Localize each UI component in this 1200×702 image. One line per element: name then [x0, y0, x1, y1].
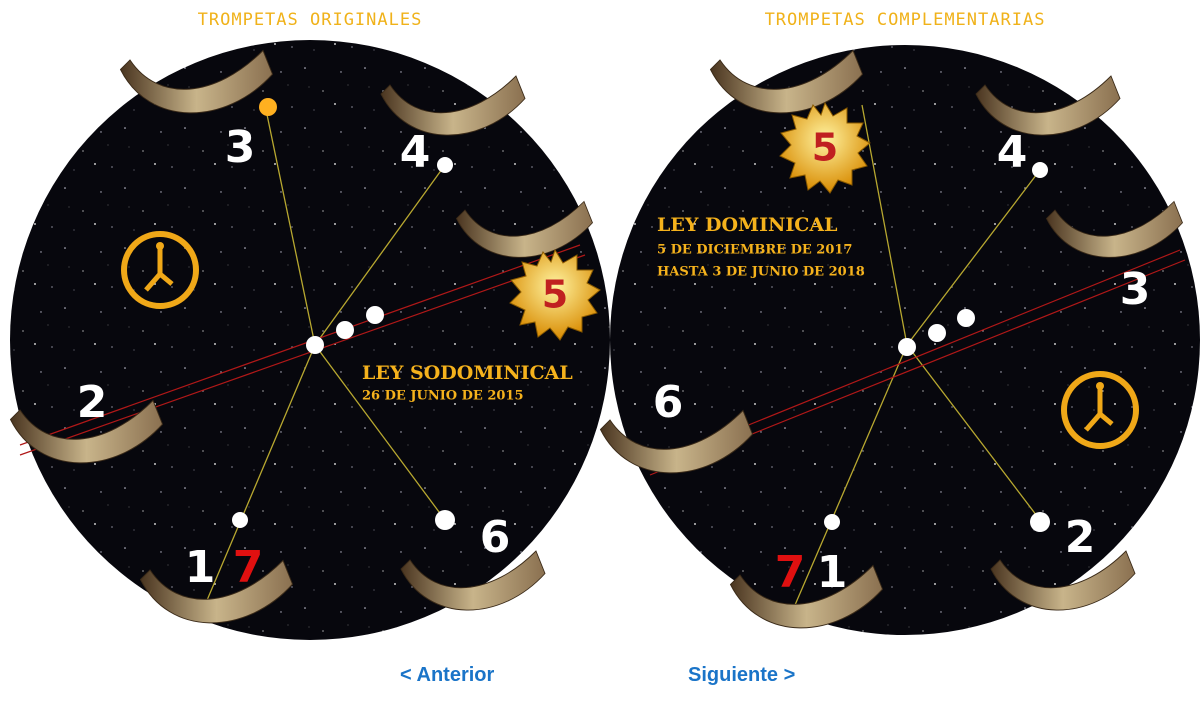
- trumpet-number: 5: [542, 273, 568, 317]
- trumpet-number: 3: [225, 122, 256, 173]
- trumpet-number: 1: [817, 547, 848, 598]
- illustration: TROMPETAS ORIGINALES 1 7 2 3 4 5 6 LEY S…: [0, 0, 1200, 650]
- right-panel: TROMPETAS COMPLEMENTARIAS 7 1 6 5 4 3 2 …: [601, 10, 1200, 635]
- law-date: 5 DE DICIEMBRE DE 2017: [657, 243, 852, 258]
- next-link[interactable]: Siguiente >: [688, 664, 795, 687]
- trumpet-number: 3: [1120, 264, 1151, 315]
- left-panel: TROMPETAS ORIGINALES 1 7 2 3 4 5 6 LEY S…: [10, 10, 610, 640]
- law-title: LEY DOMINICAL: [657, 214, 837, 236]
- law-date: HASTA 3 DE JUNIO DE 2018: [657, 265, 865, 280]
- law-title: LEY SODOMINICAL: [362, 362, 573, 384]
- trumpet-number: 2: [1065, 512, 1096, 563]
- trumpet-number: 7: [233, 542, 264, 593]
- trumpet-number: 6: [653, 377, 684, 428]
- panel-title: TROMPETAS ORIGINALES: [198, 10, 423, 30]
- law-date: 26 DE JUNIO DE 2015: [362, 389, 524, 404]
- page: TROMPETAS ORIGINALES 1 7 2 3 4 5 6 LEY S…: [0, 0, 1200, 702]
- trumpet-number: 4: [400, 127, 431, 178]
- prev-link[interactable]: < Anterior: [400, 664, 494, 687]
- trumpet-number: 7: [775, 547, 806, 598]
- panel-title: TROMPETAS COMPLEMENTARIAS: [765, 10, 1046, 30]
- trumpet-number: 1: [185, 542, 216, 593]
- trumpet-number: 5: [812, 126, 838, 170]
- trumpet-number: 2: [77, 377, 108, 428]
- trumpet-number: 6: [480, 512, 511, 563]
- trumpet-number: 4: [997, 127, 1028, 178]
